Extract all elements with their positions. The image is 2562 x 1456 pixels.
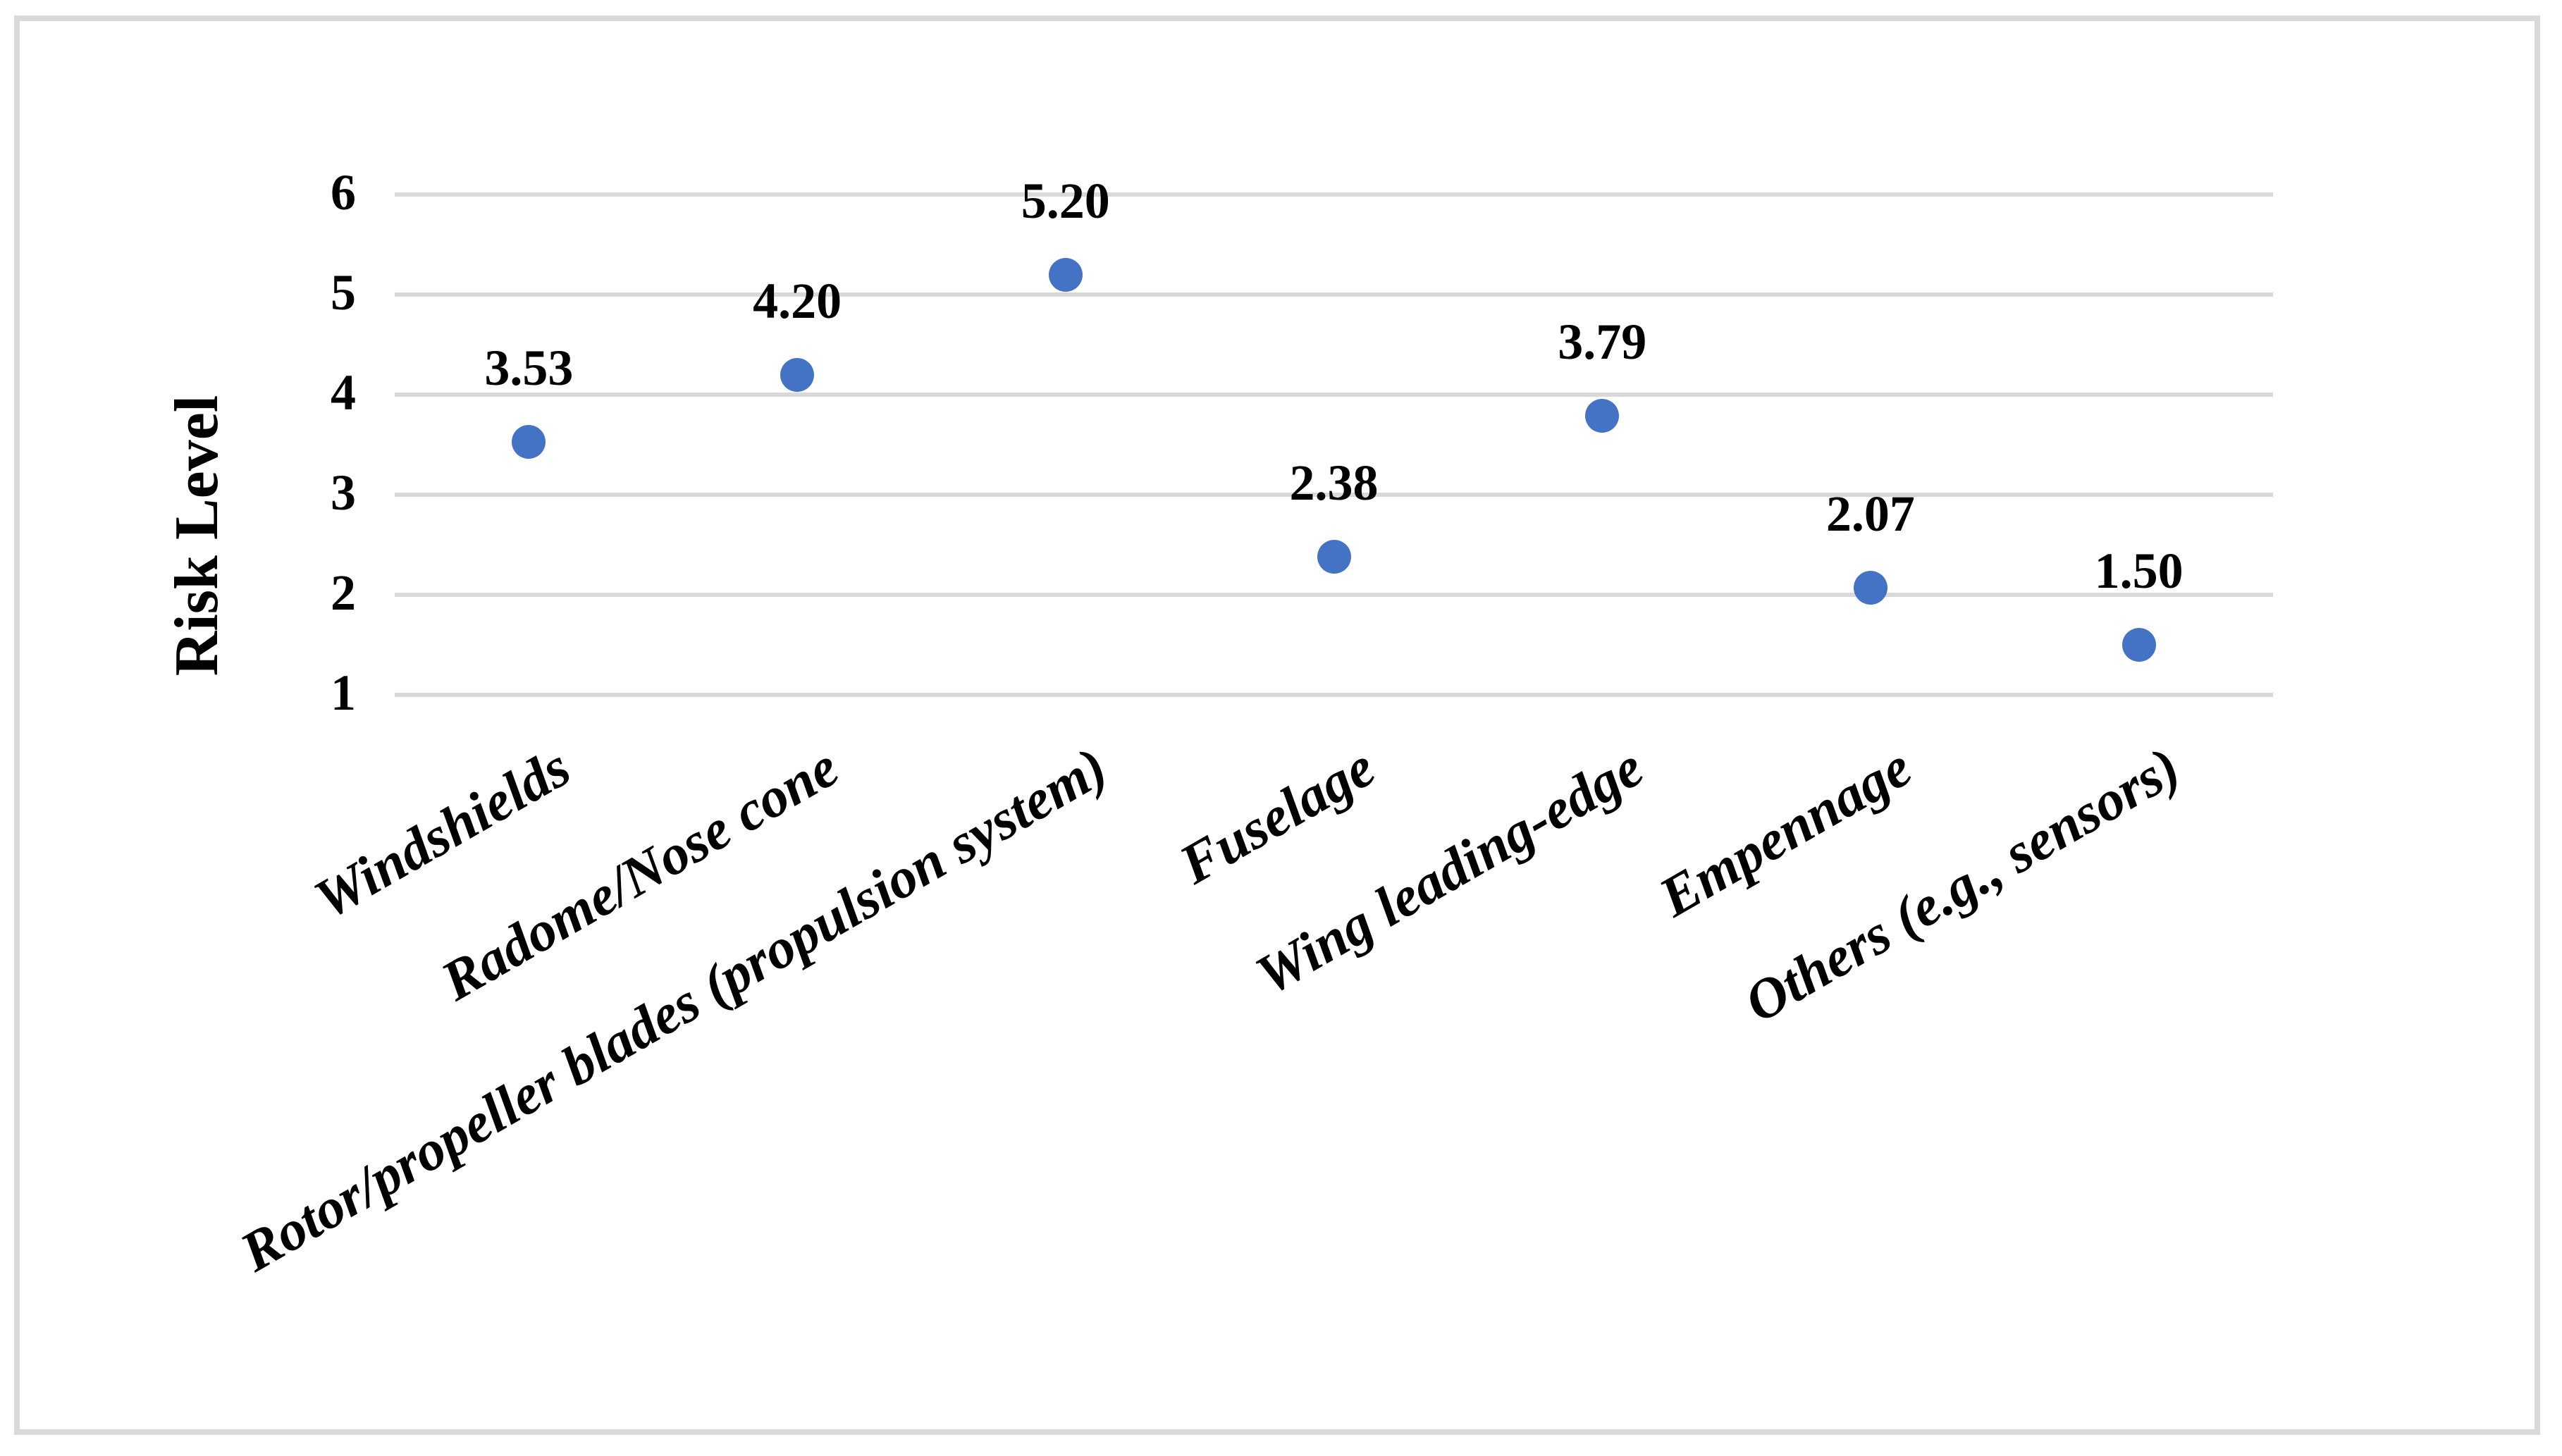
x-category-label: Fuselage (1169, 736, 1386, 896)
data-point-value-label: 3.79 (1558, 313, 1647, 370)
y-axis-tick-label: 1 (331, 665, 356, 722)
chart-border (14, 16, 2540, 1435)
gridline (395, 593, 2273, 597)
data-point-value-label: 4.20 (753, 272, 842, 329)
gridline (395, 393, 2273, 397)
data-point-value-label: 5.20 (1021, 172, 1110, 229)
data-point-marker (512, 424, 546, 459)
y-axis-tick-label: 3 (331, 464, 356, 522)
data-point-marker (780, 357, 815, 392)
data-point-value-label: 2.38 (1289, 455, 1379, 512)
y-axis-tick-label: 2 (331, 564, 356, 622)
y-axis-tick-label: 4 (331, 364, 356, 421)
gridline (395, 693, 2273, 697)
gridline (395, 292, 2273, 297)
data-point-value-label: 3.53 (484, 339, 574, 396)
data-point-value-label: 1.50 (2094, 543, 2184, 599)
gridline (395, 192, 2273, 197)
data-point-marker (1317, 540, 1351, 574)
gridline (395, 493, 2273, 497)
data-point-marker (1853, 571, 1887, 605)
data-point-marker (2121, 628, 2156, 662)
y-axis-tick-label: 5 (331, 264, 356, 321)
data-point-marker (1585, 398, 1620, 433)
data-point-value-label: 2.07 (1825, 486, 1915, 543)
y-axis-tick-label: 6 (331, 164, 356, 221)
data-point-marker (1048, 257, 1083, 292)
x-category-label: Others (e.g., sensors) (1735, 736, 2191, 1035)
